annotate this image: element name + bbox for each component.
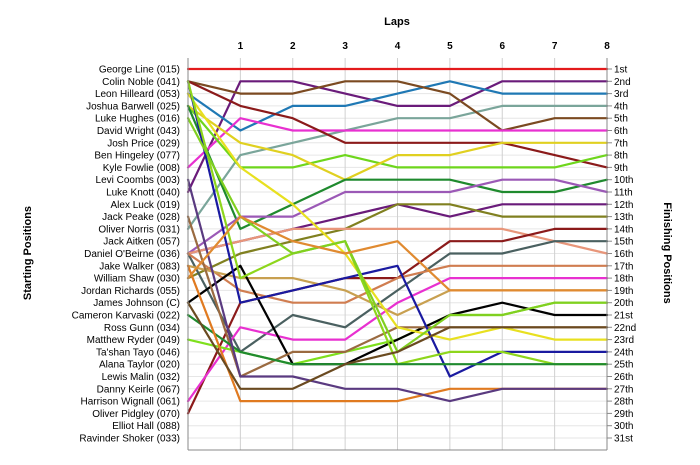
starting-position-label: Ravinder Shoker (033) <box>79 434 180 445</box>
finishing-position-label: 25th <box>614 360 633 371</box>
starting-position-label: Harrison Wignall (061) <box>81 397 180 408</box>
series-line-7 <box>186 80 609 169</box>
starting-position-label: Ross Gunn (034) <box>104 323 180 334</box>
starting-position-label: Jake Walker (083) <box>99 261 180 272</box>
finishing-position-label: 4th <box>614 101 628 112</box>
finishing-position-label: 8th <box>614 151 628 162</box>
finishing-position-label: 31st <box>614 434 633 445</box>
finishing-position-label: 23rd <box>614 335 634 346</box>
series-line-8 <box>186 104 609 169</box>
right-axis-label: Finishing Positions <box>661 202 673 303</box>
finishing-position-label: 6th <box>614 126 628 137</box>
finishing-position-label: 7th <box>614 138 628 149</box>
finishing-position-label: 15th <box>614 237 633 248</box>
series-line-9 <box>186 104 609 181</box>
finishing-position-label: 28th <box>614 397 633 408</box>
starting-position-label: Ta'shan Tayo (046) <box>96 347 180 358</box>
starting-position-label: Luke Hughes (016) <box>95 114 180 125</box>
starting-position-label: Leon Hilleard (053) <box>95 89 180 100</box>
finishing-position-labels: 1st2nd3rd4th5th6th7th8th9th10th11th12th1… <box>607 65 636 445</box>
starting-position-label: Alana Taylor (020) <box>99 360 180 371</box>
series-line-24 <box>186 80 609 378</box>
series-line-26 <box>186 313 609 366</box>
x-tick-label: 5 <box>447 41 453 52</box>
top-axis-label: Laps <box>384 16 410 28</box>
starting-position-labels: George Line (015)Colin Noble (041)Leon H… <box>72 65 180 445</box>
finishing-position-label: 29th <box>614 409 633 420</box>
starting-position-label: William Shaw (030) <box>94 274 180 285</box>
series-line-4 <box>186 104 609 230</box>
starting-position-label: Jack Aitken (057) <box>103 237 180 248</box>
x-tick-label: 6 <box>499 41 505 52</box>
starting-position-label: Jack Peake (028) <box>102 212 180 223</box>
finishing-position-label: 30th <box>614 421 633 432</box>
finishing-position-label: 2nd <box>614 77 631 88</box>
series-line-11 <box>186 178 609 255</box>
finishing-position-label: 3rd <box>614 89 628 100</box>
finishing-position-label: 22nd <box>614 323 636 334</box>
series-line-13 <box>186 203 609 280</box>
starting-position-label: Lewis Malin (032) <box>102 372 180 383</box>
x-tick-label: 2 <box>290 41 296 52</box>
starting-position-label: Josh Price (029) <box>107 138 180 149</box>
finishing-position-label: 20th <box>614 298 633 309</box>
finishing-position-label: 27th <box>614 384 633 395</box>
x-axis-ticks: 1 2 3 4 5 6 7 8 <box>238 41 611 52</box>
finishing-position-label: 10th <box>614 175 633 186</box>
series-line-23 <box>186 92 609 341</box>
x-tick-label: 8 <box>604 41 610 52</box>
starting-position-label: Elliot Hall (088) <box>112 421 180 432</box>
finishing-position-label: 18th <box>614 274 633 285</box>
finishing-position-label: 11th <box>614 188 633 199</box>
series-line-5 <box>186 80 609 132</box>
left-axis-label: Starting Positions <box>22 206 34 300</box>
finishing-position-label: 1st <box>614 65 628 76</box>
finishing-position-label: 19th <box>614 286 633 297</box>
finishing-position-label: 24th <box>614 347 633 358</box>
starting-position-label: Oliver Norris (031) <box>98 224 180 235</box>
series-line-14 <box>186 227 609 255</box>
series-line-31 <box>186 301 609 390</box>
starting-position-label: Alex Luck (019) <box>111 200 180 211</box>
starting-position-label: Kyle Fowlie (008) <box>103 163 180 174</box>
starting-position-label: George Line (015) <box>99 65 180 76</box>
finishing-position-label: 12th <box>614 200 633 211</box>
series-line-16 <box>186 240 609 353</box>
starting-position-label: Oliver Pidgley (070) <box>92 409 180 420</box>
starting-position-label: Cameron Karvaski (022) <box>72 311 180 322</box>
series-line-30 <box>186 215 609 292</box>
starting-position-label: Levi Coombs (003) <box>96 175 180 186</box>
x-tick-label: 3 <box>342 41 348 52</box>
finishing-position-label: 9th <box>614 163 628 174</box>
starting-position-label: Colin Noble (041) <box>102 77 180 88</box>
starting-position-label: Daniel O'Beirne (036) <box>84 249 180 260</box>
series-line-28 <box>186 178 609 403</box>
finishing-position-label: 13th <box>614 212 633 223</box>
starting-position-label: Jordan Richards (055) <box>81 286 180 297</box>
grid-lines <box>188 58 608 450</box>
finishing-position-label: 16th <box>614 249 633 260</box>
starting-position-label: Matthew Ryder (049) <box>87 335 180 346</box>
finishing-position-label: 5th <box>614 114 628 125</box>
x-tick-label: 1 <box>238 41 244 52</box>
series-line-10 <box>186 104 609 230</box>
x-tick-label: 7 <box>552 41 558 52</box>
finishing-position-label: 21st <box>614 311 633 322</box>
starting-position-label: David Wright (043) <box>97 126 180 137</box>
finishing-position-label: 17th <box>614 261 633 272</box>
series-line-6 <box>186 117 609 169</box>
series-line-18 <box>186 277 609 403</box>
finishing-position-label: 26th <box>614 372 633 383</box>
starting-position-label: Ben Hingeley (077) <box>94 151 180 162</box>
series-lines <box>186 67 609 415</box>
series-line-2 <box>186 80 609 194</box>
finishing-position-label: 14th <box>614 224 633 235</box>
starting-position-label: Luke Knott (040) <box>106 188 180 199</box>
starting-position-label: Danny Keirle (067) <box>97 384 180 395</box>
series-line-17 <box>186 252 609 304</box>
x-tick-label: 4 <box>395 41 401 52</box>
starting-position-label: Joshua Barwell (025) <box>86 101 180 112</box>
starting-position-label: James Johnson (C) <box>93 298 180 309</box>
